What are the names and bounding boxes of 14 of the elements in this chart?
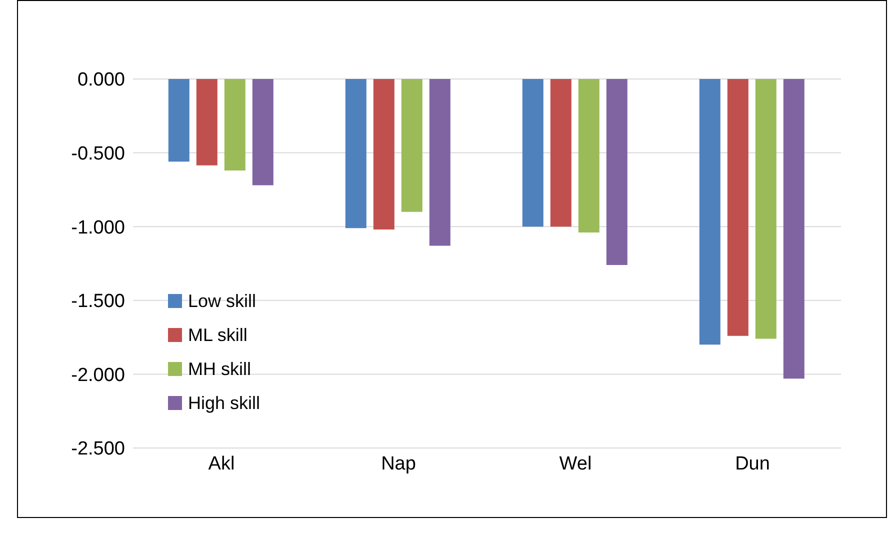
x-tick-label: Dun [735,453,770,474]
y-tick-label: -1.000 [71,217,125,238]
y-tick-label: -0.500 [71,144,125,165]
legend-label: High skill [188,392,260,415]
legend-label: MH skill [188,358,251,381]
y-tick-label: -2.500 [71,438,125,460]
legend-label: Low skill [188,290,256,313]
y-tick-label: -1.500 [71,291,125,312]
y-tick-label: -2.000 [71,364,125,386]
y-tick-label: 0.000 [77,70,125,91]
x-tick-label: Nap [381,453,416,474]
x-tick-label: Akl [208,453,235,474]
x-tick-label: Wel [559,453,592,474]
legend-label: ML skill [188,324,248,347]
